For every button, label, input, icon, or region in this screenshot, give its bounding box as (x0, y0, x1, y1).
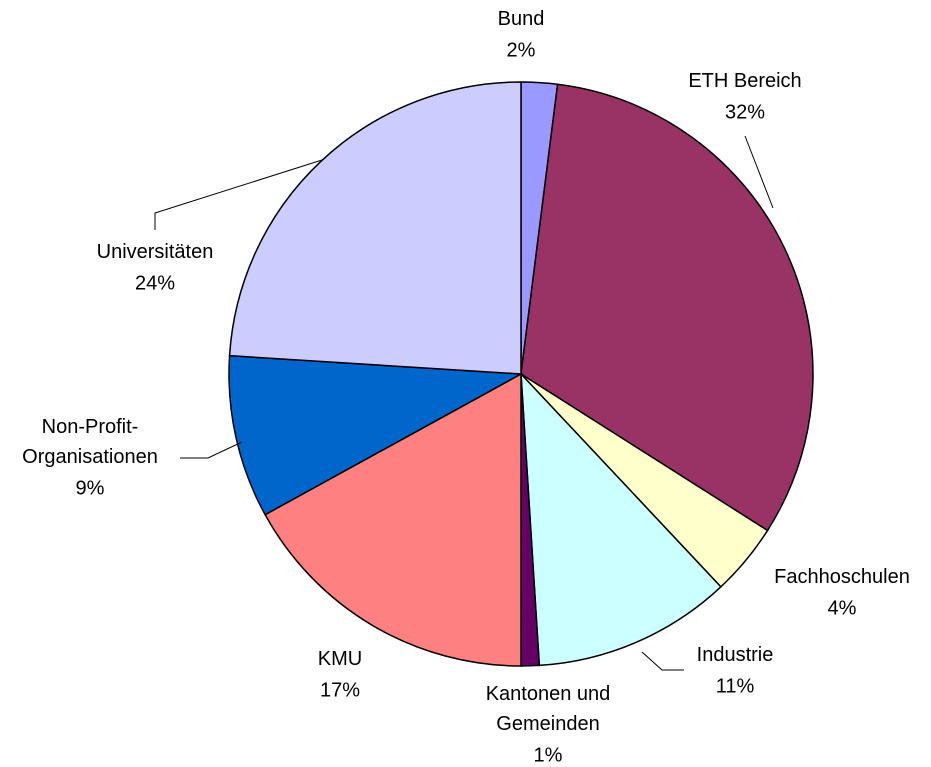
slice-label: Kantonen und Gemeinden (486, 683, 611, 735)
leader-line (744, 135, 774, 209)
slice-label: Industrie (697, 644, 774, 666)
slice-label: KMU (318, 648, 362, 670)
pie-slice (228, 81, 522, 375)
pie-slice (520, 83, 814, 532)
slice-label: Universitäten (97, 241, 214, 263)
slice-label: ETH Bereich (688, 70, 801, 92)
pie-slice (264, 372, 522, 667)
slice-label: Bund (498, 8, 545, 30)
pie-slice (228, 354, 524, 516)
slice-value-label: 9% (76, 477, 105, 499)
slice-value-label: 11% (716, 675, 755, 697)
slice-label: Non-Profit-Organisationen (22, 416, 158, 468)
slice-value-label: 1% (534, 744, 563, 766)
slice-value-label: 24% (135, 272, 175, 294)
leader-line (641, 651, 684, 671)
slice-value-label: 4% (828, 597, 857, 619)
leader-line (180, 441, 243, 459)
slice-value-label: 17% (320, 679, 360, 701)
pie-slice (520, 371, 722, 667)
slice-value-label: 2% (507, 39, 536, 61)
slice-value-label: 32% (725, 101, 765, 123)
leader-line (154, 159, 323, 230)
slice-label: Fachhoschulen (774, 566, 910, 588)
